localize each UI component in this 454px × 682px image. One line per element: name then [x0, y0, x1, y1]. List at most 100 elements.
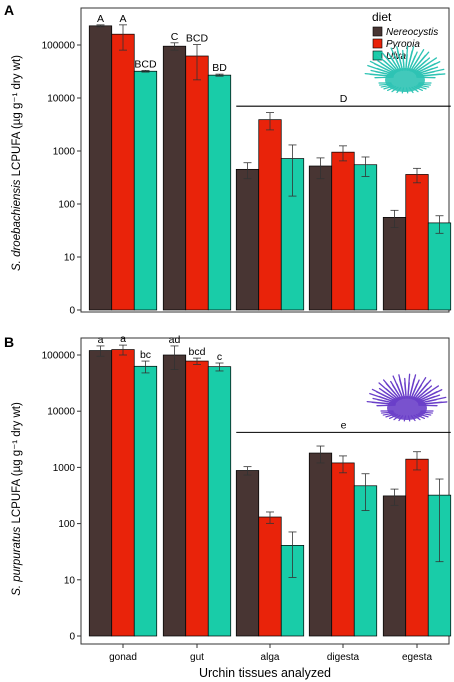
pb-y-tick-label: 10000 — [47, 407, 75, 418]
panel-b: B S. purpuratus LCPUFA (µg g⁻¹ dry wt) 0… — [4, 333, 452, 645]
urchin-spine — [417, 394, 441, 404]
pa-y-tick-label: 10 — [64, 253, 76, 264]
panel-a-y-axis-unit: LCPUFA (µg g⁻¹ dry wt) — [11, 55, 23, 177]
bar-pyropia-egesta — [405, 458, 429, 637]
urchin-spine — [413, 86, 423, 92]
x-category-label-alga: alga — [261, 652, 280, 663]
urchin-spine — [378, 83, 392, 86]
bar-pyropia-gut — [185, 55, 209, 311]
urchin-spine — [396, 383, 404, 400]
bar-nereocystis-gut — [162, 354, 187, 637]
bar-pyropia-gut — [185, 360, 209, 637]
urchin-spine — [404, 377, 407, 399]
panel-a-y-axis-species: S. droebachiensis — [11, 179, 23, 271]
bar-pyropia-gonad — [111, 349, 135, 637]
urchin-spine — [388, 52, 401, 72]
urchin-spine — [402, 49, 405, 71]
urchin-spine — [415, 66, 439, 76]
urchin-spine — [376, 59, 397, 74]
x-category-label-digesta: digesta — [327, 652, 360, 663]
x-category-label-gonad: gonad — [109, 652, 137, 663]
urchin-spine — [382, 412, 395, 416]
x-axis-category-labels: gonad gut alga digesta egesta — [109, 644, 432, 663]
x-axis-title: Urchin tissues analyzed — [199, 666, 331, 680]
panel-b-y-ticks: 0 10 100 1000 10000 100000 — [42, 351, 81, 643]
group-significance-letter: D — [340, 93, 348, 105]
urchin-spine — [398, 374, 406, 399]
bar-pyropia-digesta — [331, 462, 355, 637]
bar-pyropia-egesta — [405, 174, 429, 311]
urchin-spine — [372, 397, 397, 404]
urchin-spine — [418, 83, 432, 86]
pa-y-tick-label: 10000 — [47, 94, 75, 105]
bar-nereocystis-alga — [235, 168, 260, 311]
panel-a-plot-frame — [80, 7, 450, 313]
urchin-spine — [385, 388, 400, 401]
urchin-spine — [414, 61, 441, 75]
bar-ulva-egesta — [427, 222, 452, 311]
pa-y-tick-label: 1000 — [53, 147, 76, 158]
bar-nereocystis-egesta — [382, 216, 407, 311]
urchin-spine — [406, 46, 415, 71]
urchin-spine — [418, 401, 448, 405]
bar-nereocystis-gut — [162, 45, 187, 311]
urchin-spine — [394, 55, 402, 72]
urchin-spine — [419, 412, 432, 416]
pb-y-tick-label: 100 — [58, 519, 75, 530]
legend-swatch-nereocystis — [372, 26, 383, 37]
urchin-spine — [418, 399, 437, 404]
urchin-spine — [378, 395, 397, 403]
panel-b-y-axis-unit: LCPUFA (µg g⁻¹ dry wt) — [11, 402, 23, 524]
bar-ulva-gut — [207, 366, 232, 637]
panel-a-label: A — [4, 2, 14, 18]
significance-letter: a — [98, 334, 104, 346]
urchin-spine — [364, 72, 394, 77]
bar-nereocystis-gonad — [88, 25, 113, 311]
urchin-spine — [366, 400, 396, 405]
urchin-spine — [383, 85, 395, 90]
pb-y-tick-label: 100000 — [42, 351, 76, 362]
urchin-spine — [410, 415, 416, 422]
significance-letter: BCD — [134, 58, 157, 70]
urchin-spine — [371, 388, 398, 403]
urchin-spine — [389, 414, 399, 420]
urchin-spine — [396, 87, 402, 94]
group-significance-letter: e — [341, 419, 347, 431]
urchin-spine — [407, 415, 411, 422]
urchin-spine — [401, 87, 405, 94]
urchin-spine — [410, 379, 420, 400]
legend-label-pyropia: Pyropia — [386, 39, 420, 50]
urchin-spine — [411, 86, 419, 93]
legend-label-nereocystis: Nereocystis — [386, 27, 438, 38]
urchin-spine — [412, 384, 422, 400]
pa-y-tick-label: 100 — [58, 200, 75, 211]
urchin-spine — [411, 51, 430, 73]
significance-letter: C — [171, 31, 179, 43]
bar-ulva-digesta — [353, 164, 378, 311]
significance-letter: A — [97, 13, 104, 25]
significance-letter: bcd — [189, 346, 206, 358]
x-category-label-egesta: egesta — [402, 652, 432, 663]
urchin-spine — [385, 413, 397, 418]
pa-y-tick-label: 0 — [69, 306, 75, 317]
significance-letter: BCD — [186, 33, 209, 45]
bar-nereocystis-alga — [235, 470, 260, 637]
urchin-spine — [416, 389, 443, 403]
urchin-spine — [414, 385, 433, 401]
urchin-spine — [413, 414, 421, 421]
urchin-spine — [383, 60, 398, 73]
urchin-spine — [416, 71, 435, 76]
urchin-spine — [396, 46, 404, 71]
urchin-spine — [408, 374, 417, 399]
urchin-spine — [415, 414, 425, 420]
significance-letter: a — [120, 333, 126, 345]
urchin-spine — [387, 86, 397, 92]
bar-nereocystis-egesta — [382, 495, 407, 637]
urchin-spine — [370, 69, 395, 76]
bar-ulva-gut — [207, 74, 232, 311]
urchin-spine — [408, 87, 414, 94]
urchin-spine — [382, 379, 401, 400]
urchin-spine — [417, 413, 429, 418]
urchin-spine — [393, 414, 401, 421]
